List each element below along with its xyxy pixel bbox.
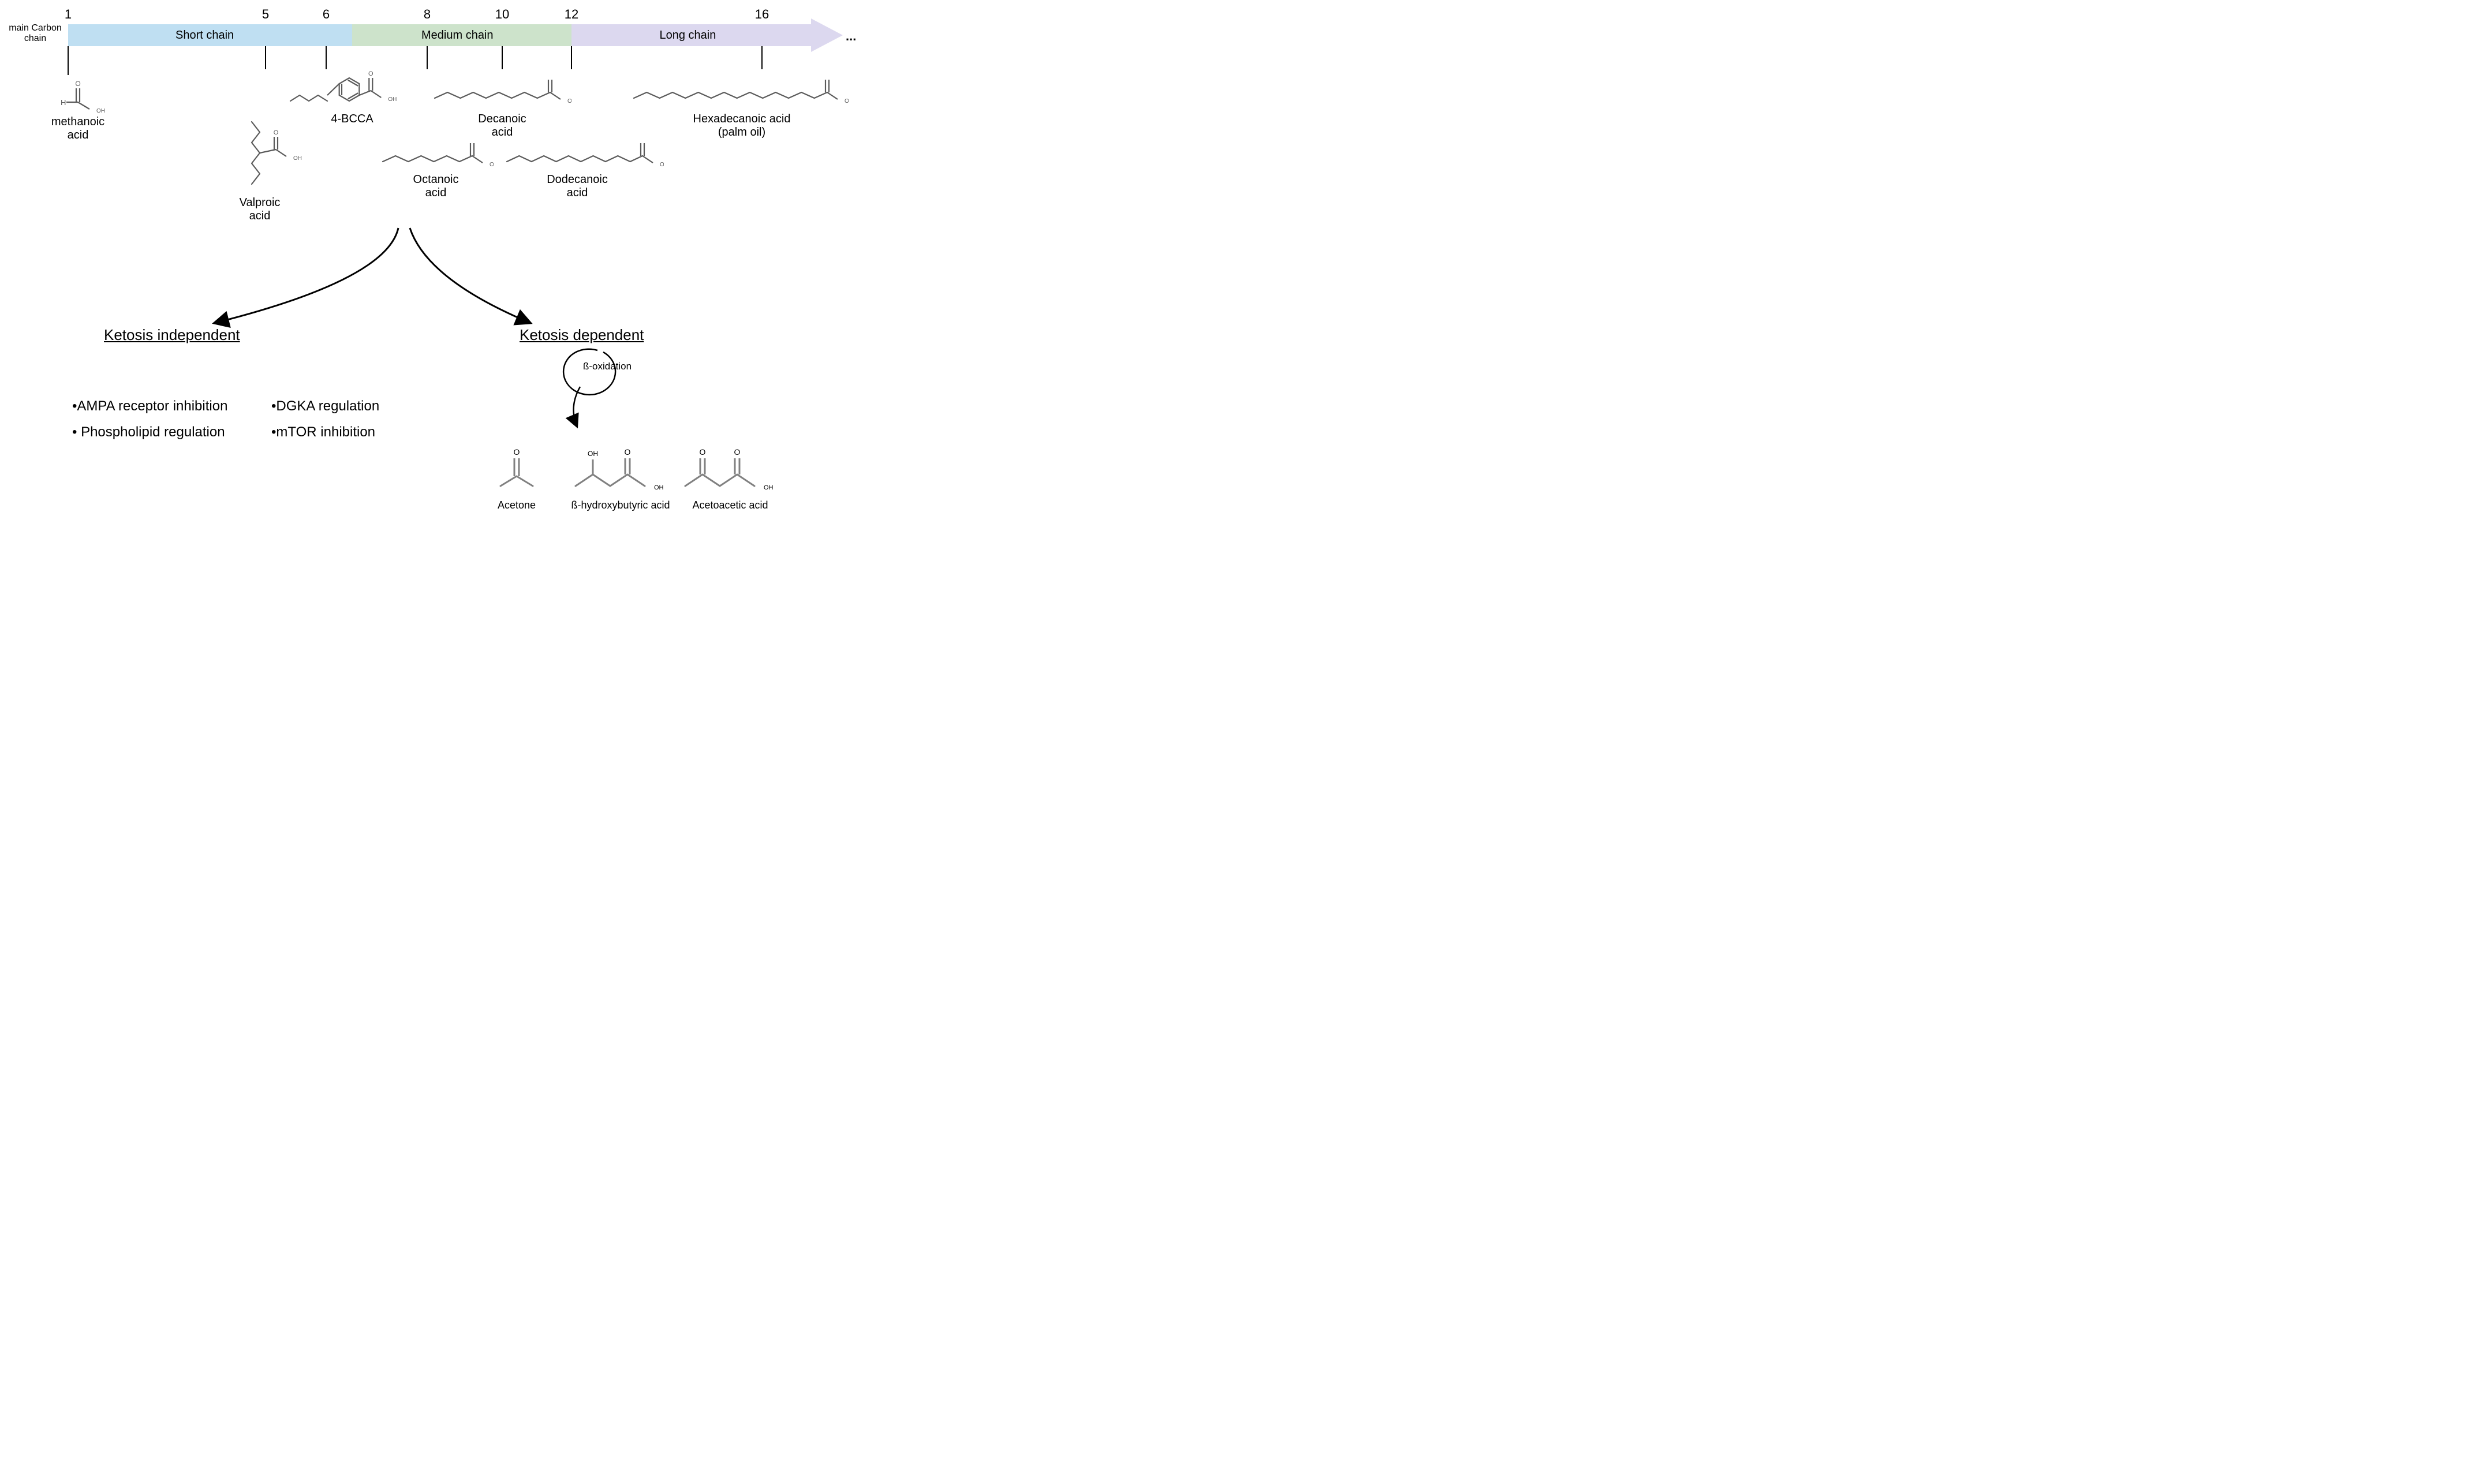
bhb-label: ß-hydroxybutyric acid <box>571 499 670 511</box>
svg-text:O: O <box>700 447 706 457</box>
ki-b2-text: •DGKA regulation <box>271 398 379 414</box>
acetone-label: Acetone <box>498 499 536 511</box>
acetoacetic-label: Acetoacetic acid <box>692 499 768 511</box>
ki-bullet-3: •mTOR inhibition <box>271 424 375 440</box>
diverging-arrows <box>0 0 866 346</box>
beta-oxidation-label: ß-oxidation <box>583 361 632 372</box>
acetone-structure: O <box>494 444 540 494</box>
ki-bullet-0: •AMPA receptor inhibition <box>72 398 227 414</box>
svg-text:OH: OH <box>588 450 598 458</box>
bhb-structure: OH O OH <box>569 444 670 494</box>
beta-ox-text: ß-oxidation <box>583 361 632 372</box>
acetoacetic-text: Acetoacetic acid <box>692 499 768 511</box>
svg-text:OH: OH <box>764 484 774 491</box>
svg-text:OH: OH <box>654 484 664 491</box>
ki-title-text: Ketosis independent <box>104 326 240 343</box>
kd-title-text: Ketosis dependent <box>520 326 644 343</box>
ki-b1-text: • Phospholipid regulation <box>72 424 225 440</box>
ki-bullet-1: • Phospholipid regulation <box>72 424 225 440</box>
svg-text:O: O <box>514 447 520 457</box>
svg-text:O: O <box>734 447 741 457</box>
acetone-text: Acetone <box>498 499 536 511</box>
bhb-text: ß-hydroxybutyric acid <box>571 499 670 511</box>
ketosis-dependent-title: Ketosis dependent <box>520 326 644 344</box>
acetoacetic-structure: O O OH <box>678 444 782 494</box>
ketosis-independent-title: Ketosis independent <box>104 326 240 344</box>
beta-oxidation-cycle <box>548 343 652 436</box>
ki-bullet-2: •DGKA regulation <box>271 398 379 414</box>
svg-text:O: O <box>625 447 631 457</box>
ki-b0-text: •AMPA receptor inhibition <box>72 398 227 414</box>
ki-b3-text: •mTOR inhibition <box>271 424 375 440</box>
